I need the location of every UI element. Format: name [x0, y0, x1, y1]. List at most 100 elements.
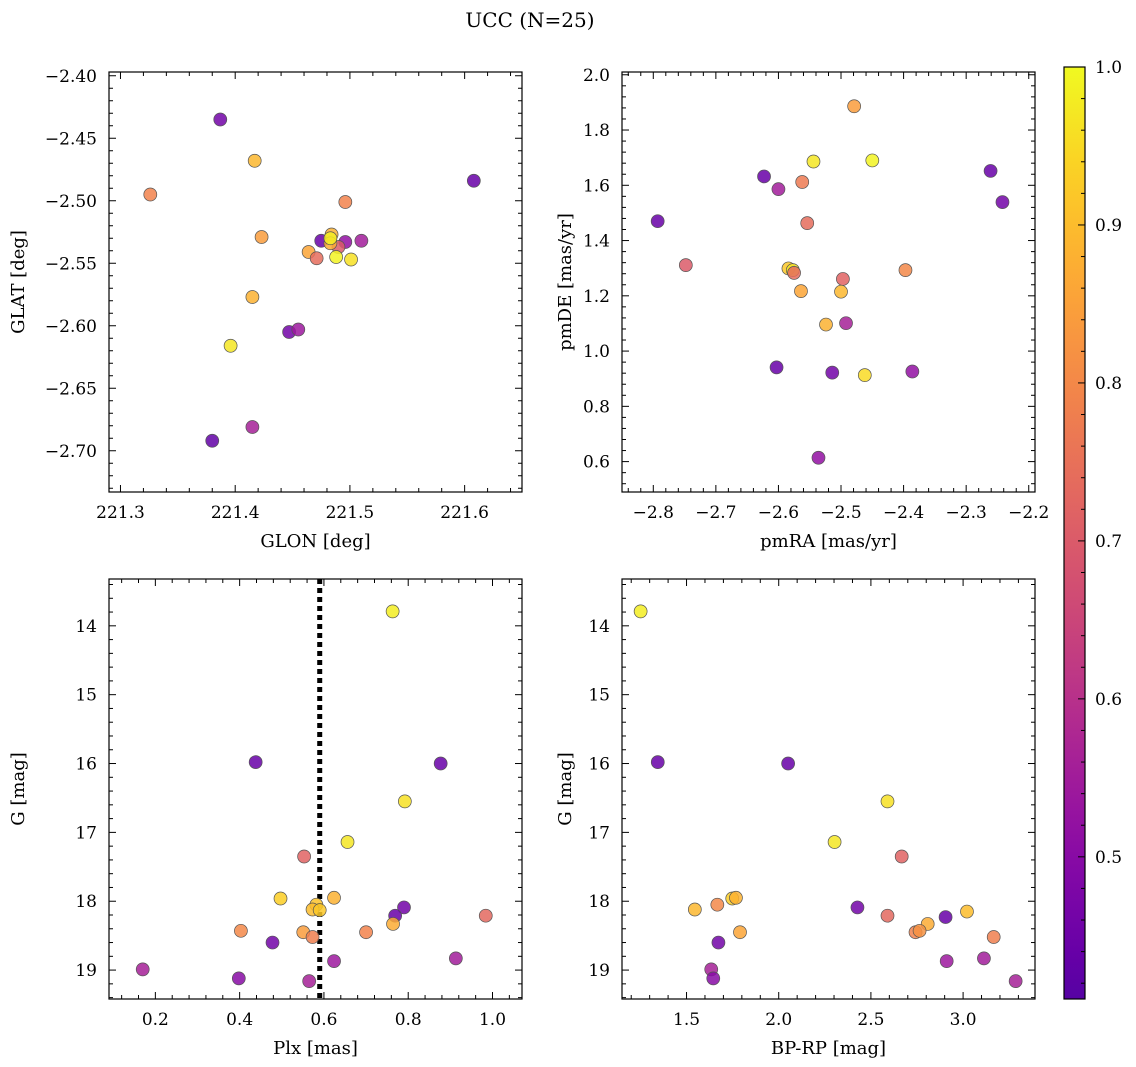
x-tick-label: −2.3 [946, 503, 987, 523]
x-axis-label: BP-RP [mag] [771, 1038, 886, 1059]
scatter-point [466, 173, 481, 188]
y-tick-label: −2.40 [45, 67, 97, 87]
x-tick-label: 0.8 [395, 1010, 422, 1030]
scatter-point [787, 266, 801, 280]
colorbar-tick-label: 0.9 [1095, 216, 1122, 236]
scatter-point [898, 263, 913, 277]
y-tick-label: 19 [75, 961, 97, 981]
scatter-point [344, 252, 358, 267]
scatter-point [385, 604, 400, 619]
scatter-point [323, 231, 338, 246]
x-tick-label: 221.6 [440, 503, 489, 523]
scatter-point [340, 835, 355, 849]
scatter-point [678, 258, 693, 272]
y-tick-label: 19 [588, 961, 610, 981]
y-tick-label: −2.55 [45, 254, 97, 274]
scatter-point [711, 935, 726, 950]
scatter-point [231, 971, 246, 986]
y-tick-label: 15 [588, 686, 610, 706]
y-tick-label: 1.4 [583, 232, 610, 252]
panel-1: 221.3 221.4 221.5 221.6 −2.40 −2.45 −2.50 −2.55… [8, 67, 523, 552]
scatter-point [309, 251, 324, 266]
scatter-point [135, 962, 150, 977]
plot-frame [621, 71, 1036, 493]
scatter-point [338, 195, 353, 209]
x-axis-label: Plx [mas] [273, 1038, 358, 1059]
y-tick-label: 1.6 [583, 176, 610, 196]
scatter-point [794, 284, 808, 298]
scatter-point [710, 897, 725, 912]
x-axis-label: GLON [deg] [260, 531, 370, 552]
scatter-point [302, 974, 317, 988]
y-axis-label: GLAT [deg] [8, 230, 29, 334]
colorbar-tick-label: 1.0 [1095, 58, 1122, 78]
plot-frame [621, 578, 1036, 1000]
x-tick-label: −2.4 [883, 503, 924, 523]
scatter-point [706, 971, 721, 986]
scatter-point [687, 902, 702, 917]
x-tick-label: −2.7 [695, 503, 736, 523]
scatter-point [359, 925, 373, 940]
scatter-point [733, 925, 747, 940]
scatter-point [800, 216, 815, 230]
scatter-point [938, 910, 953, 924]
scatter-point [245, 290, 260, 304]
x-tick-label: −2.8 [633, 503, 674, 523]
scatter-point [354, 233, 369, 248]
y-axis-label: pmDE [mas/yr] [555, 213, 576, 351]
scatter-point [448, 951, 463, 966]
x-tick-label: 2.5 [857, 1010, 884, 1030]
colorbar-gradient [1063, 66, 1086, 1000]
y-tick-label: 17 [588, 823, 610, 843]
panels: 221.3 221.4 221.5 221.6 −2.40 −2.45 −2.50 −2.55… [8, 66, 1049, 1059]
colorbar: 0.5 0.6 0.7 0.8 0.9 1.0 [1063, 58, 1122, 1000]
panel-3: 0.2 0.4 0.6 0.8 1.0 14 15 16 17 18 19 Plx [mas] G [m… [8, 578, 523, 1059]
scatter-point [223, 338, 238, 353]
scatter-point [213, 112, 228, 127]
x-tick-label: −2.5 [820, 503, 861, 523]
scatter-point [825, 365, 840, 380]
y-tick-label: 14 [75, 617, 97, 637]
y-tick-label: 16 [588, 755, 610, 775]
y-tick-label: 15 [75, 686, 97, 706]
y-tick-label: 18 [588, 892, 610, 912]
scatter-point [836, 272, 850, 286]
y-tick-label: 1.0 [583, 342, 610, 362]
scatter-point [880, 794, 895, 809]
x-tick-label: −2.6 [758, 503, 799, 523]
x-tick-label: 221.4 [211, 503, 260, 523]
scatter-point [977, 951, 991, 966]
plot-frame [108, 578, 523, 1000]
x-tick-label: 221.5 [326, 503, 375, 523]
scatter-point [312, 903, 327, 918]
x-tick-label: −2.2 [1008, 503, 1049, 523]
plot-frame [108, 71, 523, 493]
scatter-point [273, 891, 288, 906]
scatter-point [839, 316, 853, 331]
scatter-point [433, 756, 448, 771]
y-tick-label: −2.65 [45, 379, 97, 399]
colorbar-tick-label: 0.6 [1095, 690, 1122, 710]
colorbar-tick-label: 0.7 [1095, 532, 1122, 552]
scatter-point [905, 364, 920, 379]
scatter-point [633, 604, 648, 619]
scatter-point [912, 923, 927, 938]
y-tick-label: −2.50 [45, 192, 97, 212]
scatter-point [995, 195, 1010, 209]
y-tick-label: −2.70 [45, 442, 97, 462]
scatter-point [819, 317, 833, 332]
y-tick-label: 2.0 [583, 66, 610, 86]
scatter-point [834, 284, 848, 299]
figure-title: UCC (N=25) [465, 8, 594, 32]
scatter-point [245, 420, 260, 434]
scatter-point [397, 794, 412, 809]
scatter-point [939, 954, 954, 968]
scatter-point [771, 182, 786, 197]
scatter-point [305, 930, 320, 944]
scatter-point [757, 169, 771, 184]
y-tick-label: 0.6 [583, 453, 610, 473]
scatter-point [143, 187, 158, 202]
scatter-point [983, 164, 998, 178]
scatter-point [960, 904, 974, 919]
